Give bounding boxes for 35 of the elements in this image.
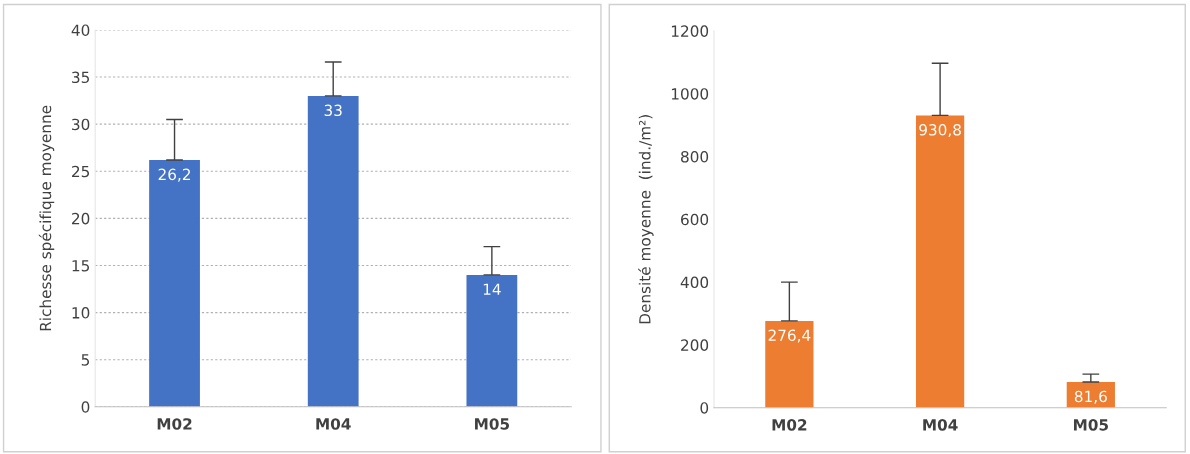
y-axis-title: Densité moyenne (ind./m²) — [638, 115, 654, 324]
y-tick-label: 35 — [72, 71, 89, 84]
x-tick-label: M05 — [475, 418, 510, 430]
y-tick-label: 25 — [72, 165, 89, 178]
text: 26,2 — [158, 168, 191, 182]
x-tick-label: M04 — [316, 418, 351, 430]
y-tick-label: 200 — [681, 339, 709, 351]
bar — [915, 115, 965, 408]
text: 276,4 — [768, 329, 811, 343]
x-tick-label: M05 — [1074, 419, 1108, 431]
text: 81,6 — [1074, 390, 1107, 404]
x-tick-label: M04 — [923, 419, 958, 431]
y-tick-label: 20 — [72, 212, 90, 225]
bar — [765, 320, 814, 408]
x-tick-label: M02 — [772, 419, 807, 431]
x-tick-label: M02 — [157, 418, 192, 430]
text: 14 — [483, 283, 501, 295]
y-tick-label: 0 — [81, 401, 90, 413]
bar — [466, 274, 518, 407]
bar — [307, 95, 359, 407]
y-tick-label: 15 — [72, 260, 89, 272]
y-tick-label: 10 — [72, 307, 90, 319]
text: 33 — [324, 104, 342, 117]
y-tick-label: 800 — [681, 150, 709, 163]
text: 930,8 — [919, 124, 961, 138]
y-tick-label: 600 — [681, 213, 709, 226]
y-tick-label: 400 — [680, 276, 709, 289]
y-tick-label: 1000 — [671, 88, 709, 100]
bar — [149, 159, 200, 407]
y-tick-label: 40 — [71, 24, 90, 36]
y-tick-label: 30 — [72, 118, 90, 131]
y-tick-label: 1200 — [671, 25, 709, 37]
y-axis-title: Richesse spécifique moyenne — [38, 105, 55, 331]
y-tick-label: 5 — [81, 354, 89, 366]
y-tick-label: 0 — [700, 402, 709, 414]
